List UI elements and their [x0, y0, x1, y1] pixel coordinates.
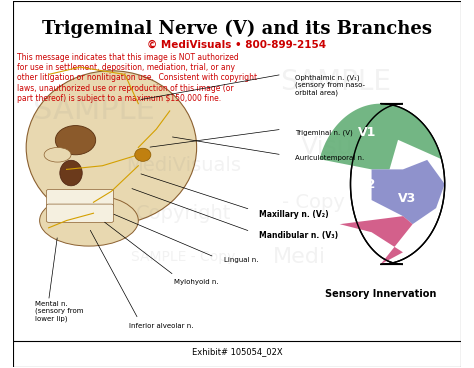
Text: SAMPLE: SAMPLE: [33, 96, 155, 125]
Text: - Copy: - Copy: [282, 193, 345, 212]
Polygon shape: [340, 216, 412, 264]
FancyBboxPatch shape: [46, 204, 114, 222]
Text: V2: V2: [358, 177, 376, 191]
Text: Trigeminal n. (V): Trigeminal n. (V): [295, 129, 353, 136]
Text: V3: V3: [398, 192, 417, 205]
Circle shape: [135, 148, 151, 161]
Ellipse shape: [55, 125, 96, 155]
Text: Copyright: Copyright: [136, 204, 231, 223]
Ellipse shape: [44, 148, 71, 162]
Text: Mandibular n. (V₃): Mandibular n. (V₃): [259, 231, 338, 240]
Polygon shape: [372, 160, 445, 224]
Text: MediVisuals: MediVisuals: [126, 156, 241, 175]
Text: This message indicates that this image is NOT authorized
for use in settlement, : This message indicates that this image i…: [17, 53, 257, 103]
Polygon shape: [319, 104, 442, 169]
Text: SAMPLE: SAMPLE: [280, 68, 391, 96]
Text: Maxillary n. (V₂): Maxillary n. (V₂): [259, 209, 329, 219]
Text: © MediVisuals • 800-899-2154: © MediVisuals • 800-899-2154: [147, 40, 327, 50]
Ellipse shape: [26, 71, 197, 224]
FancyBboxPatch shape: [46, 190, 114, 208]
Text: Exhibit# 105054_02X: Exhibit# 105054_02X: [191, 347, 283, 355]
Text: Mylohyoid n.: Mylohyoid n.: [174, 279, 219, 285]
Text: Visuals: Visuals: [301, 135, 389, 159]
Text: Lingual n.: Lingual n.: [224, 257, 258, 263]
Text: Medi: Medi: [273, 247, 327, 267]
Text: SAMPLE - Copy: SAMPLE - Copy: [131, 250, 236, 264]
Ellipse shape: [40, 195, 138, 246]
Text: Sensory Innervation: Sensory Innervation: [325, 289, 436, 298]
Text: Mental n.
(sensory from
lower lip): Mental n. (sensory from lower lip): [35, 301, 83, 322]
Text: Inferior alveolar n.: Inferior alveolar n.: [129, 323, 194, 329]
Text: Trigeminal Nerve (V) and its Branches: Trigeminal Nerve (V) and its Branches: [42, 20, 432, 38]
Text: Ophthalmic n. (V₁)
(sensory from naso-
orbital area): Ophthalmic n. (V₁) (sensory from naso- o…: [295, 74, 365, 96]
Polygon shape: [350, 104, 445, 264]
Ellipse shape: [60, 160, 82, 186]
Text: V1: V1: [358, 126, 376, 139]
Text: Auriculotemporal n.: Auriculotemporal n.: [295, 155, 365, 161]
